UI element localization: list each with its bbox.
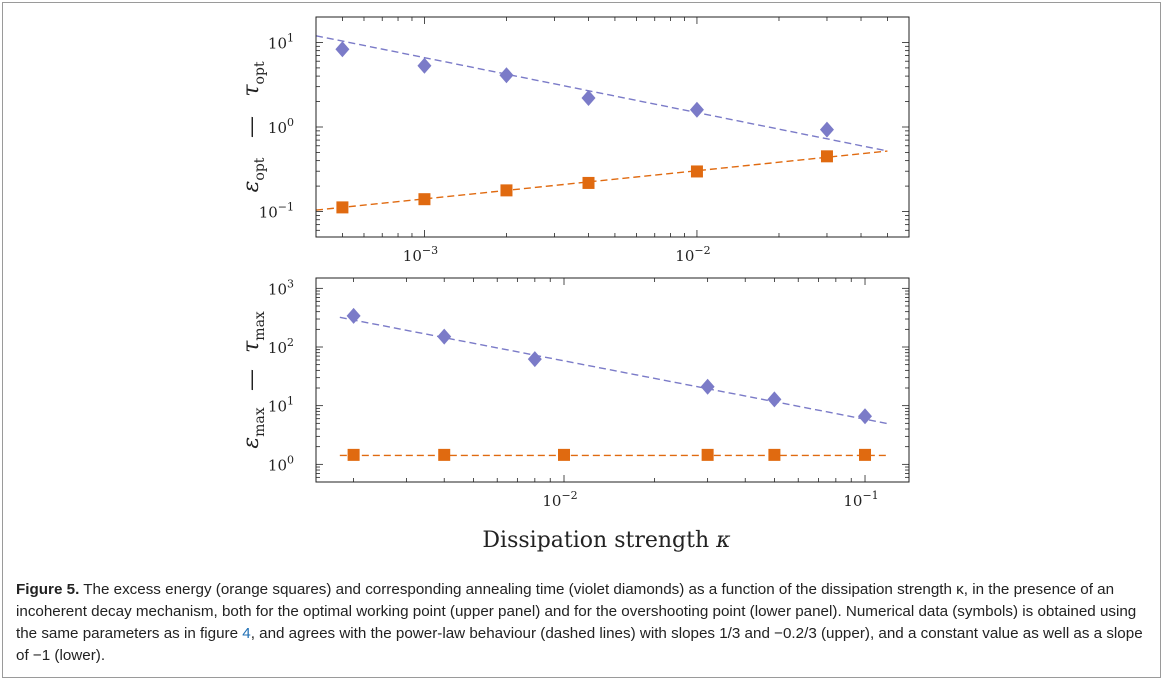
upper-minor-ticks (315, 16, 910, 238)
lower-time-point (346, 307, 361, 324)
upper-energy-point (418, 193, 431, 206)
lower-y-tick-label: 102 (268, 336, 294, 357)
svg-text:τopt: τopt (239, 61, 268, 97)
upper-time-point (499, 67, 514, 84)
svg-text:τmax: τmax (239, 311, 268, 353)
upper-time-point (417, 57, 432, 74)
upper-fit-line-energy (315, 150, 888, 211)
svg-text:—: — (239, 116, 264, 138)
lower-energy-point (558, 448, 571, 461)
lower-y-axis-label: εmax — τmax (239, 311, 268, 449)
caption-figure-ref[interactable]: 4 (242, 625, 251, 642)
upper-x-tick-label: 10−3 (403, 244, 438, 265)
upper-energy-point (500, 184, 513, 197)
upper-time-point (581, 90, 596, 107)
lower-minor-ticks (316, 278, 909, 483)
lower-energy-point (701, 448, 714, 461)
lower-energy-point (859, 448, 872, 461)
lower-y-tick-label: 101 (268, 395, 294, 416)
figure-caption: Figure 5. The excess energy (orange squa… (16, 579, 1146, 667)
upper-energy-point (820, 150, 833, 163)
svg-text:εmax: εmax (239, 407, 268, 448)
lower-x-tick-label: 10−2 (542, 489, 577, 510)
caption-text: The excess energy (orange squares) and c… (16, 581, 1137, 642)
upper-x-tick-label: 10−2 (675, 244, 710, 265)
upper-time-point (819, 121, 834, 138)
upper-plot-frame (315, 16, 910, 238)
caption-text-end: , and agrees with the power-law behaviou… (16, 625, 1143, 664)
upper-energy-point (690, 165, 703, 178)
lower-x-tick-label: 10−1 (843, 489, 878, 510)
upper-energy-point (582, 176, 595, 189)
lower-fit-line-time (339, 316, 889, 425)
lower-time-point (437, 328, 452, 345)
lower-time-point (858, 408, 873, 425)
lower-y-tick-label: 103 (268, 277, 294, 298)
svg-text:—: — (239, 369, 264, 391)
x-axis-label: Dissipation strength κ (482, 528, 731, 553)
upper-y-tick-label: 10−1 (259, 201, 294, 222)
upper-y-axis-label: εopt — τopt (239, 61, 268, 192)
svg-text:εopt: εopt (239, 157, 268, 192)
lower-energy-point (438, 448, 451, 461)
lower-time-point (700, 378, 715, 395)
lower-energy-point (768, 448, 781, 461)
upper-panel: 10−3 10−2 10−1 100 101 εopt — τopt (239, 16, 910, 265)
upper-time-point (335, 41, 350, 58)
upper-fit-line-time (315, 35, 888, 152)
lower-time-point (767, 391, 782, 408)
upper-time-point (689, 101, 704, 118)
caption-label: Figure 5. (16, 581, 80, 598)
lower-y-tick-label: 100 (268, 453, 294, 474)
lower-panel: 10−2 10−1 100 101 102 103 εmax — τmax Dissipation… (239, 277, 910, 553)
lower-energy-point (347, 448, 360, 461)
upper-y-tick-label: 101 (268, 31, 294, 52)
upper-y-tick-label: 100 (268, 116, 294, 137)
lower-plot-frame (315, 277, 910, 483)
lower-time-point (527, 351, 542, 368)
upper-energy-point (336, 201, 349, 214)
